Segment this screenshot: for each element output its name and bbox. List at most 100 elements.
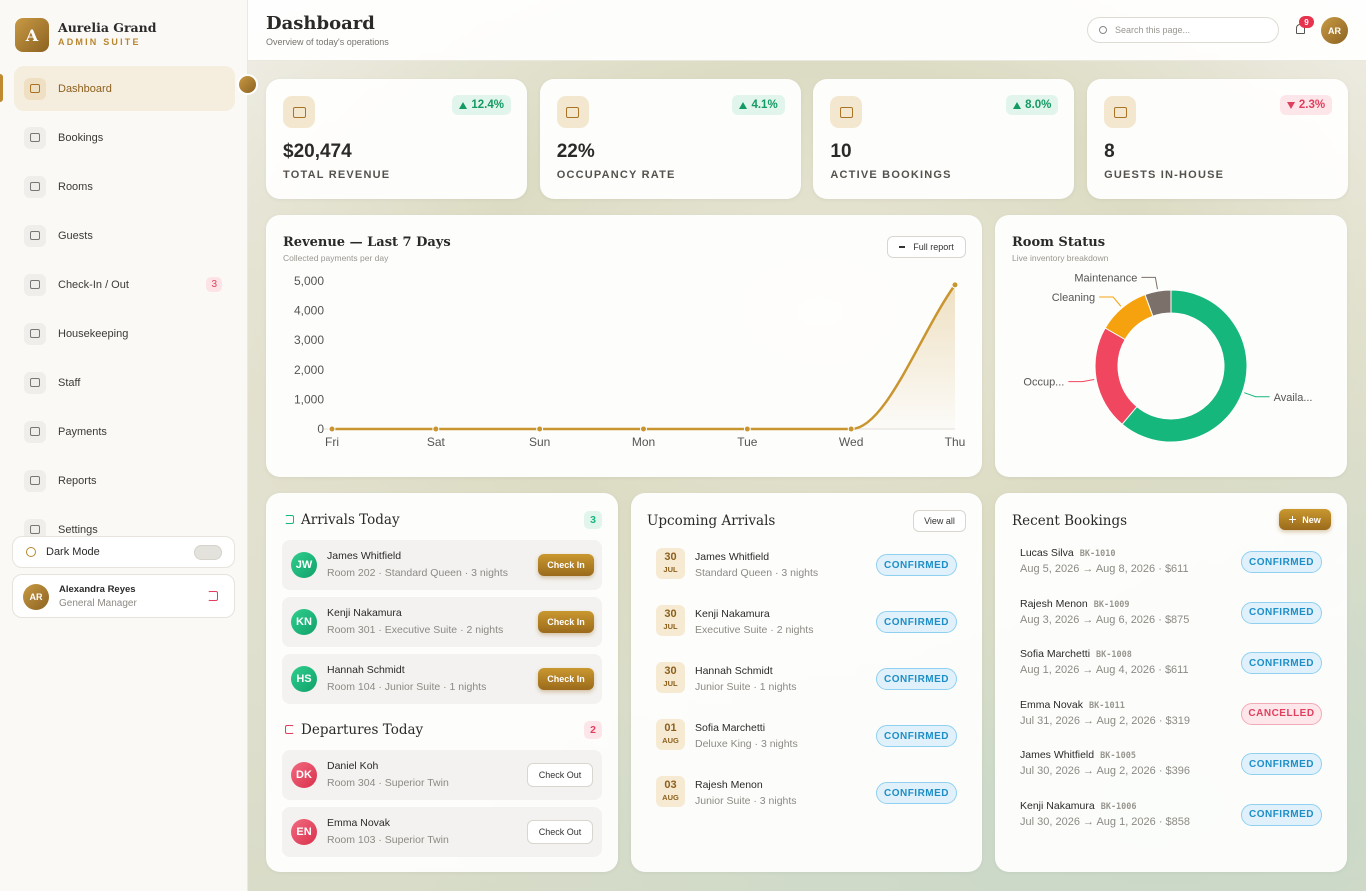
stat-change: 2.3%: [1279, 95, 1333, 115]
date-box: 03 AUG: [656, 776, 685, 807]
card-title: Upcoming Arrivals: [647, 513, 776, 529]
nav-item[interactable]: Staff: [14, 360, 235, 405]
brand-name: Aurelia Grand: [58, 20, 157, 35]
nav-icon-box: [24, 224, 46, 247]
chart-card: Revenue — Last 7 Days Collected payments …: [266, 215, 982, 477]
check-in-button[interactable]: Check In: [538, 554, 594, 576]
chart-title: Revenue — Last 7 Days: [283, 235, 451, 250]
nav-label: Reports: [58, 474, 97, 487]
nav-label: Dashboard: [58, 82, 112, 95]
arrivals-row: HS Hannah Schmidt Room 104 · Junior Suite …: [282, 654, 602, 704]
check-in-button[interactable]: Check In: [538, 668, 594, 690]
plus-icon: [1289, 516, 1297, 523]
booking-name-line: Rajesh Menon BK-1009: [1020, 598, 1130, 610]
booking-details: Jul 31, 2026 → Aug 2, 2026 · $319: [1020, 714, 1191, 727]
guest-avatar: EN: [291, 819, 317, 845]
check-in-button[interactable]: Check In: [538, 611, 594, 633]
x-tick-label: Fri: [325, 435, 339, 449]
full-report-button[interactable]: Full report: [887, 236, 966, 258]
booking-details: Aug 1, 2026 → Aug 4, 2026 · $611: [1020, 664, 1189, 676]
nav-item[interactable]: Payments: [14, 409, 235, 454]
page-subtitle: Overview of today's operations: [266, 37, 389, 47]
guest-avatar: DK: [291, 762, 317, 788]
guest-name: Lucas Silva: [1020, 547, 1074, 559]
nav-item[interactable]: Settings: [14, 507, 235, 552]
user-name: Alexandra Reyes: [59, 584, 136, 595]
status-badge: CONFIRMED: [1241, 652, 1322, 674]
status-badge: CONFIRMED: [1241, 551, 1322, 573]
nav-icon: [30, 378, 40, 387]
nav-item[interactable]: Guests: [14, 213, 235, 258]
nav-icon-box: [24, 175, 46, 198]
stat-label: OCCUPANCY RATE: [556, 169, 676, 181]
card-title: Recent Bookings: [1012, 513, 1128, 529]
check-out-button[interactable]: Check Out: [527, 763, 593, 787]
donut-slice: [1094, 327, 1138, 425]
new-booking-button[interactable]: New: [1279, 509, 1331, 530]
date-month: JUL: [663, 679, 678, 688]
nav-item[interactable]: Reports: [14, 458, 235, 503]
nav-item[interactable]: Housekeeping: [14, 311, 235, 356]
stat-label: GUESTS IN-HOUSE: [1104, 169, 1225, 181]
guest-details: Executive Suite · 2 nights: [695, 624, 814, 636]
collapse-button[interactable]: [237, 74, 258, 95]
guest-name: Kenji Nakamura: [327, 607, 402, 619]
section-count: 3: [584, 511, 602, 529]
date-day: 03: [664, 779, 677, 791]
nav-icon-box: [24, 322, 46, 345]
stat-value: 22%: [556, 141, 595, 162]
booking-id: BK-1006: [1100, 801, 1137, 812]
line-chart: 0 1,000 2,000 3,000 4,000 5,000 Fri Sat Sun Mon Tu…: [294, 274, 965, 449]
guest-name: James Whitfield: [327, 550, 402, 562]
nav-item[interactable]: Dashboard: [14, 66, 235, 111]
nav-label: Staff: [58, 376, 81, 389]
point: [847, 425, 855, 433]
line-series: [332, 284, 957, 431]
sidebar: A Aurelia Grand ADMIN SUITE Dashboard Bookin…: [0, 0, 258, 891]
user-avatar: AR: [23, 584, 49, 610]
guest-name: Emma Novak: [1020, 698, 1084, 711]
nav-item[interactable]: Check-In / Out 3: [14, 262, 235, 307]
stat-label: TOTAL REVENUE: [283, 169, 391, 181]
leader-line: [1141, 276, 1158, 290]
nav-label: Guests: [58, 229, 93, 242]
status-badge: CONFIRMED: [1241, 803, 1322, 826]
guest-name: Sofia Marchetti: [1020, 648, 1091, 660]
nav-icon: [30, 84, 40, 93]
section-title: Departures Today: [301, 722, 424, 738]
nav-item[interactable]: Rooms: [14, 164, 235, 209]
stat-icon: [839, 106, 853, 118]
search-box[interactable]: Search this page...: [1087, 17, 1279, 43]
date-month: JUL: [663, 622, 678, 631]
nav-item[interactable]: Bookings: [14, 115, 235, 160]
guest-name: James Whitfield: [1020, 749, 1095, 761]
stat-change: 4.1%: [732, 95, 785, 115]
guest-details: Deluxe King · 3 nights: [695, 738, 798, 750]
logout-button[interactable]: [208, 591, 218, 601]
nav-icon-box: [24, 469, 46, 492]
stat-change: 8.0%: [1006, 95, 1059, 115]
arrow-icon: [899, 246, 906, 248]
dark-mode-label: Dark Mode: [46, 546, 100, 558]
x-tick-label: Mon: [632, 435, 655, 449]
nav-icon: [30, 133, 40, 142]
header-avatar[interactable]: AR: [1321, 17, 1348, 44]
view-all-button[interactable]: View all: [913, 510, 966, 532]
y-tick-label: 5,000: [294, 274, 324, 288]
nav-icon-box: [24, 518, 46, 541]
x-tick-label: Tue: [737, 435, 758, 449]
guest-details: Standard Queen · 3 nights: [695, 567, 819, 579]
section-icon: [285, 725, 294, 734]
recent-card: Recent Bookings New Lucas Silva BK-1010 Aug …: [995, 493, 1347, 872]
check-out-button[interactable]: Check Out: [527, 820, 593, 844]
active-indicator: [0, 74, 3, 102]
guest-name: Daniel Koh: [327, 760, 379, 772]
nav-label: Settings: [58, 523, 98, 536]
donut-slice: [1121, 289, 1248, 443]
stat-icon-box: [556, 96, 589, 128]
departures-row: DK Daniel Koh Room 304 · Superior Twin Chec…: [282, 750, 602, 800]
dark-mode-toggle[interactable]: Dark Mode: [12, 536, 235, 568]
